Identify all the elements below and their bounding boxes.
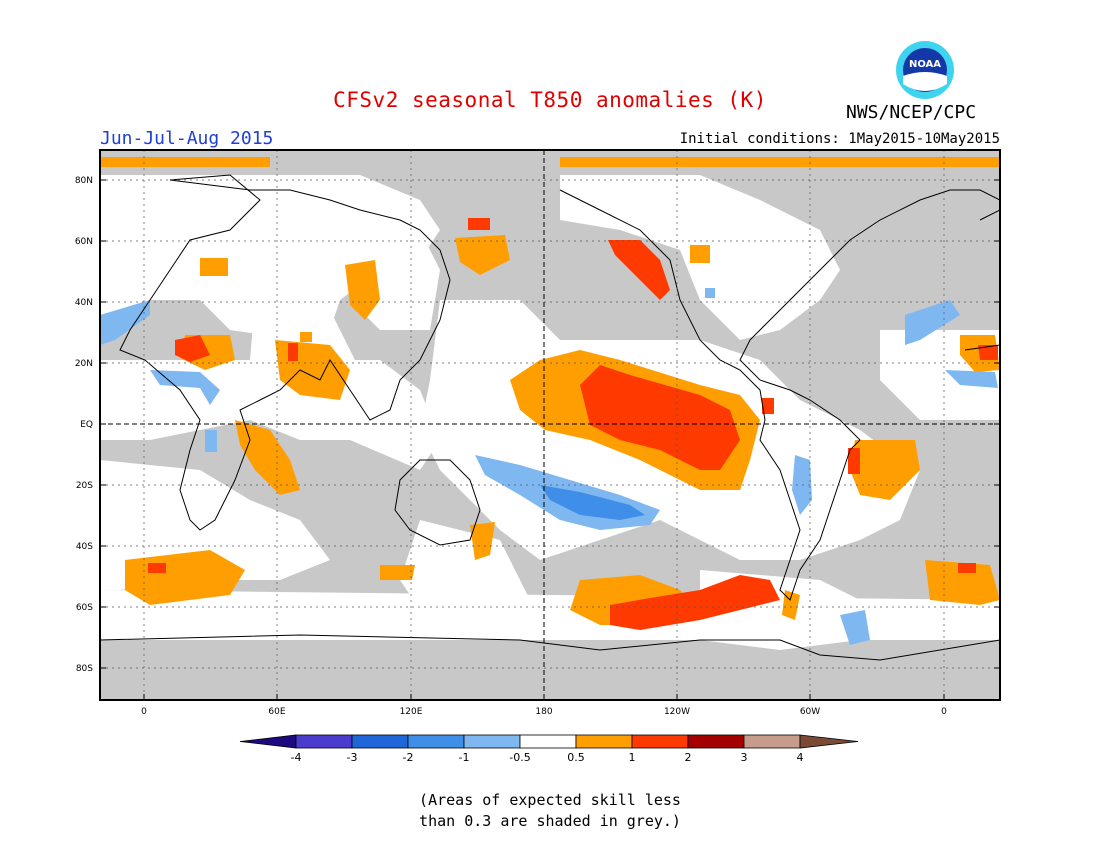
colorbar-label: 1 (629, 751, 636, 764)
colorbar-label: 0.5 (567, 751, 585, 764)
colorbar-label: -3 (347, 751, 358, 764)
colorbar-segment (743, 734, 801, 749)
initial-conditions: Initial conditions: 1May2015-10May2015 (679, 131, 1000, 147)
lat-tick-label: 20S (76, 481, 93, 491)
lat-tick-label: 60S (76, 603, 93, 613)
lat-tick-label: 20N (75, 359, 93, 369)
skill-note-line-2: than 0.3 are shaded in grey.) (419, 812, 681, 830)
map-title: CFSv2 seasonal T850 anomalies (K) (333, 88, 767, 112)
latitude-ticks: 80N 60N 40N 20N EQ 20S 40S 60S 80S (75, 176, 1000, 674)
lon-tick-label: 180 (535, 707, 552, 717)
agency-label: NWS/NCEP/CPC (846, 102, 977, 123)
colorbar-segment (631, 734, 689, 749)
lon-tick-label: 0 (141, 707, 147, 717)
logo-text: NOAA (909, 59, 941, 70)
colorbar-segment (407, 734, 465, 749)
forecast-period: Jun-Jul-Aug 2015 (100, 128, 274, 149)
lon-tick-label: 60W (800, 707, 820, 717)
colorbar-segment (295, 734, 353, 749)
colorbar-segment (687, 734, 745, 749)
longitude-ticks: 0 60E 120E 180 120W 60W 0 (141, 694, 947, 717)
colorbar-arrow-low (239, 734, 297, 749)
colorbar-label: -2 (403, 751, 414, 764)
grid-lines (100, 150, 1000, 700)
colorbar-label: 4 (797, 751, 804, 764)
colorbar: -4 -3 -2 -1 -0.5 0.5 1 2 3 4 (239, 734, 859, 764)
lon-tick-label: 60E (268, 707, 285, 717)
colorbar-segment (463, 734, 521, 749)
lon-tick-label: 0 (941, 707, 947, 717)
lat-tick-label: EQ (80, 420, 93, 430)
skill-note-line-1: (Areas of expected skill less (419, 791, 681, 809)
colorbar-label: -0.5 (509, 751, 530, 764)
lat-tick-label: 40N (75, 298, 93, 308)
colorbar-label: 2 (685, 751, 692, 764)
skill-note: (Areas of expected skill less than 0.3 a… (0, 790, 1100, 832)
colorbar-label: -1 (459, 751, 470, 764)
colorbar-segment (351, 734, 409, 749)
lat-tick-label: 40S (76, 542, 93, 552)
colorbar-segment (575, 734, 633, 749)
lon-tick-label: 120W (664, 707, 690, 717)
warm-anomaly-strong (148, 218, 998, 630)
equator-dateline (100, 150, 1000, 700)
lat-tick-label: 80N (75, 176, 93, 186)
colorbar-segment (519, 734, 577, 749)
cool-anomaly-medium (540, 485, 645, 520)
lon-tick-label: 120E (400, 707, 423, 717)
colorbar-arrow-high (799, 734, 859, 749)
lat-tick-label: 60N (75, 237, 93, 247)
map-frame (99, 149, 1001, 701)
coastlines (100, 174, 1000, 661)
lat-tick-label: 80S (76, 664, 93, 674)
colorbar-label: -4 (291, 751, 302, 764)
map-field (100, 150, 1000, 700)
colorbar-label: 3 (741, 751, 748, 764)
noaa-logo: NOAA (896, 41, 954, 99)
